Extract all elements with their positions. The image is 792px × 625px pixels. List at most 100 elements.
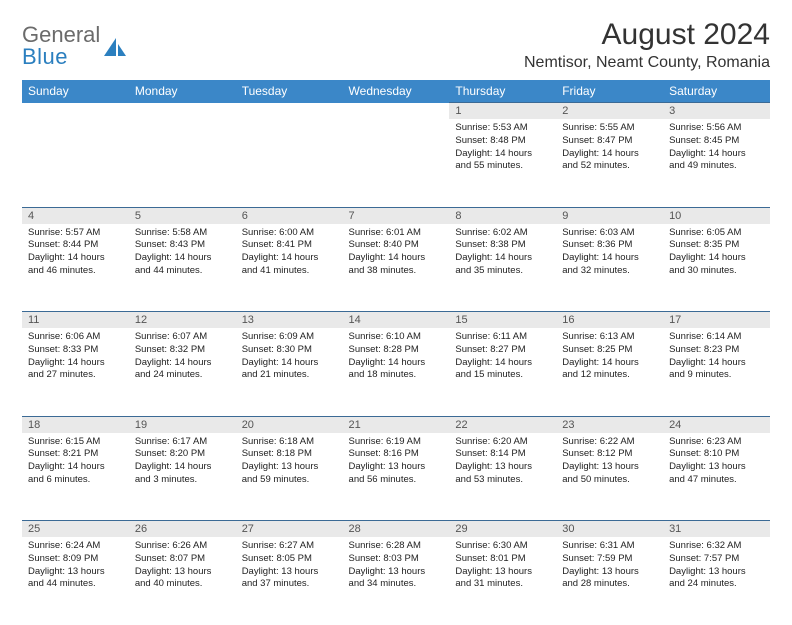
day-number-cell: 31: [663, 521, 770, 538]
day-cell: Sunrise: 6:15 AMSunset: 8:21 PMDaylight:…: [22, 433, 129, 521]
day-content-row: Sunrise: 5:53 AMSunset: 8:48 PM Daylight:…: [22, 119, 770, 207]
day-number-cell: 13: [236, 312, 343, 329]
day-cell: Sunrise: 6:17 AMSunset: 8:20 PMDaylight:…: [129, 433, 236, 521]
sunset-text: Sunset: 8:20 PM: [135, 448, 230, 461]
daylight-text: Daylight: 14 hours and 3 minutes.: [135, 461, 230, 487]
day-number-cell: 16: [556, 312, 663, 329]
sunset-text: Sunset: 8:01 PM: [455, 553, 550, 566]
sunrise-text: Sunrise: 5:53 AM: [455, 122, 550, 135]
day-cell: Sunrise: 6:00 AMSunset: 8:41 PMDaylight:…: [236, 224, 343, 312]
daylight-text: Daylight: 13 hours and 28 minutes.: [562, 566, 657, 592]
daylight-text: Daylight: 14 hours and 24 minutes.: [135, 357, 230, 383]
day-number-cell: 19: [129, 416, 236, 433]
daylight-text: Daylight: 14 hours and 41 minutes.: [242, 252, 337, 278]
day-number-cell: 12: [129, 312, 236, 329]
sunset-text: Sunset: 8:47 PM: [562, 135, 657, 148]
daylight-text: Daylight: 14 hours and 52 minutes.: [562, 148, 657, 174]
weekday-header: Sunday: [22, 80, 129, 103]
sunset-text: Sunset: 8:09 PM: [28, 553, 123, 566]
day-number-cell: 14: [343, 312, 450, 329]
daylight-text: Daylight: 13 hours and 47 minutes.: [669, 461, 764, 487]
day-number-cell: 30: [556, 521, 663, 538]
daylight-text: Daylight: 14 hours and 44 minutes.: [135, 252, 230, 278]
day-number-cell: 10: [663, 207, 770, 224]
day-number-cell: [22, 103, 129, 120]
sunrise-text: Sunrise: 6:22 AM: [562, 436, 657, 449]
sunrise-text: Sunrise: 6:00 AM: [242, 227, 337, 240]
daylight-text: Daylight: 13 hours and 40 minutes.: [135, 566, 230, 592]
weekday-header: Thursday: [449, 80, 556, 103]
sunrise-text: Sunrise: 6:27 AM: [242, 540, 337, 553]
sunset-text: Sunset: 8:33 PM: [28, 344, 123, 357]
day-cell: Sunrise: 5:55 AMSunset: 8:47 PMDaylight:…: [556, 119, 663, 207]
day-cell: [22, 119, 129, 207]
sunrise-text: Sunrise: 6:23 AM: [669, 436, 764, 449]
daylight-text: Daylight: 14 hours and 9 minutes.: [669, 357, 764, 383]
day-cell: Sunrise: 6:18 AMSunset: 8:18 PMDaylight:…: [236, 433, 343, 521]
day-content-row: Sunrise: 6:06 AMSunset: 8:33 PM Daylight:…: [22, 328, 770, 416]
sunrise-text: Sunrise: 6:30 AM: [455, 540, 550, 553]
day-cell: Sunrise: 5:58 AMSunset: 8:43 PMDaylight:…: [129, 224, 236, 312]
day-cell: Sunrise: 5:57 AMSunset: 8:44 PMDaylight:…: [22, 224, 129, 312]
sunrise-text: Sunrise: 5:55 AM: [562, 122, 657, 135]
daylight-text: Daylight: 13 hours and 53 minutes.: [455, 461, 550, 487]
day-number-cell: 8: [449, 207, 556, 224]
daylight-text: Daylight: 13 hours and 37 minutes.: [242, 566, 337, 592]
day-cell: [236, 119, 343, 207]
day-number-cell: 15: [449, 312, 556, 329]
day-cell: Sunrise: 6:20 AMSunset: 8:14 PMDaylight:…: [449, 433, 556, 521]
sunrise-text: Sunrise: 6:06 AM: [28, 331, 123, 344]
logo: General Blue: [22, 24, 128, 68]
day-number-cell: 17: [663, 312, 770, 329]
sunset-text: Sunset: 8:38 PM: [455, 239, 550, 252]
daylight-text: Daylight: 13 hours and 24 minutes.: [669, 566, 764, 592]
day-number-cell: [236, 103, 343, 120]
sunset-text: Sunset: 8:32 PM: [135, 344, 230, 357]
day-number-cell: 22: [449, 416, 556, 433]
sunrise-text: Sunrise: 6:05 AM: [669, 227, 764, 240]
sunrise-text: Sunrise: 6:14 AM: [669, 331, 764, 344]
day-cell: [343, 119, 450, 207]
day-cell: [129, 119, 236, 207]
day-cell: Sunrise: 5:53 AMSunset: 8:48 PMDaylight:…: [449, 119, 556, 207]
day-cell: Sunrise: 6:22 AMSunset: 8:12 PMDaylight:…: [556, 433, 663, 521]
daylight-text: Daylight: 14 hours and 49 minutes.: [669, 148, 764, 174]
sunrise-text: Sunrise: 6:18 AM: [242, 436, 337, 449]
sunset-text: Sunset: 8:40 PM: [349, 239, 444, 252]
day-cell: Sunrise: 6:23 AMSunset: 8:10 PMDaylight:…: [663, 433, 770, 521]
weekday-header: Tuesday: [236, 80, 343, 103]
day-number-cell: 5: [129, 207, 236, 224]
day-number-cell: 7: [343, 207, 450, 224]
day-cell: Sunrise: 6:10 AMSunset: 8:28 PMDaylight:…: [343, 328, 450, 416]
day-number-cell: 23: [556, 416, 663, 433]
sunrise-text: Sunrise: 6:32 AM: [669, 540, 764, 553]
daylight-text: Daylight: 14 hours and 15 minutes.: [455, 357, 550, 383]
day-content-row: Sunrise: 5:57 AMSunset: 8:44 PMDaylight:…: [22, 224, 770, 312]
daylight-text: Daylight: 13 hours and 34 minutes.: [349, 566, 444, 592]
daylight-text: Daylight: 14 hours and 35 minutes.: [455, 252, 550, 278]
day-number-row: 45678910: [22, 207, 770, 224]
sunset-text: Sunset: 8:10 PM: [669, 448, 764, 461]
logo-line2: Blue: [22, 46, 100, 68]
day-cell: Sunrise: 5:56 AMSunset: 8:45 PMDaylight:…: [663, 119, 770, 207]
daylight-text: Daylight: 14 hours and 6 minutes.: [28, 461, 123, 487]
sunset-text: Sunset: 8:03 PM: [349, 553, 444, 566]
sunset-text: Sunset: 8:36 PM: [562, 239, 657, 252]
sunset-text: Sunset: 8:48 PM: [455, 135, 550, 148]
day-cell: Sunrise: 6:06 AMSunset: 8:33 PMDaylight:…: [22, 328, 129, 416]
sunset-text: Sunset: 8:27 PM: [455, 344, 550, 357]
day-cell: Sunrise: 6:07 AMSunset: 8:32 PMDaylight:…: [129, 328, 236, 416]
daylight-text: Daylight: 14 hours and 38 minutes.: [349, 252, 444, 278]
sunrise-text: Sunrise: 6:31 AM: [562, 540, 657, 553]
sunset-text: Sunset: 8:07 PM: [135, 553, 230, 566]
weekday-header: Monday: [129, 80, 236, 103]
day-number-cell: [129, 103, 236, 120]
day-number-cell: 6: [236, 207, 343, 224]
day-number-cell: 21: [343, 416, 450, 433]
day-number-cell: 26: [129, 521, 236, 538]
sunset-text: Sunset: 7:57 PM: [669, 553, 764, 566]
day-cell: Sunrise: 6:02 AMSunset: 8:38 PMDaylight:…: [449, 224, 556, 312]
weekday-header: Saturday: [663, 80, 770, 103]
day-number-cell: 20: [236, 416, 343, 433]
daylight-text: Daylight: 13 hours and 50 minutes.: [562, 461, 657, 487]
